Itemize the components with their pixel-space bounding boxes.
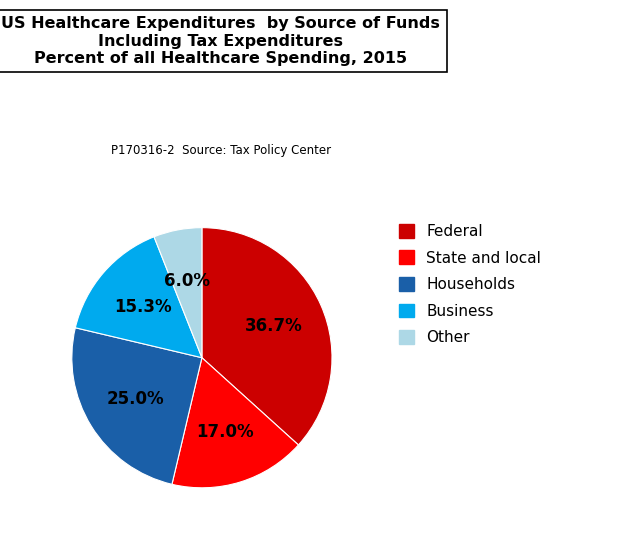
Text: US Healthcare Expenditures  by Source of Funds
Including Tax Expenditures
Percen: US Healthcare Expenditures by Source of … bbox=[1, 16, 440, 66]
Legend: Federal, State and local, Households, Business, Other: Federal, State and local, Households, Bu… bbox=[399, 224, 541, 345]
Text: 36.7%: 36.7% bbox=[244, 317, 302, 335]
Wedge shape bbox=[75, 237, 202, 358]
Text: 6.0%: 6.0% bbox=[164, 272, 210, 290]
Text: 17.0%: 17.0% bbox=[196, 423, 254, 441]
Wedge shape bbox=[202, 228, 332, 445]
Text: 25.0%: 25.0% bbox=[107, 390, 164, 408]
Wedge shape bbox=[172, 358, 298, 488]
Text: 15.3%: 15.3% bbox=[114, 298, 172, 315]
Wedge shape bbox=[72, 328, 202, 485]
Text: P170316-2  Source: Tax Policy Center: P170316-2 Source: Tax Policy Center bbox=[111, 144, 331, 157]
Wedge shape bbox=[154, 228, 202, 358]
